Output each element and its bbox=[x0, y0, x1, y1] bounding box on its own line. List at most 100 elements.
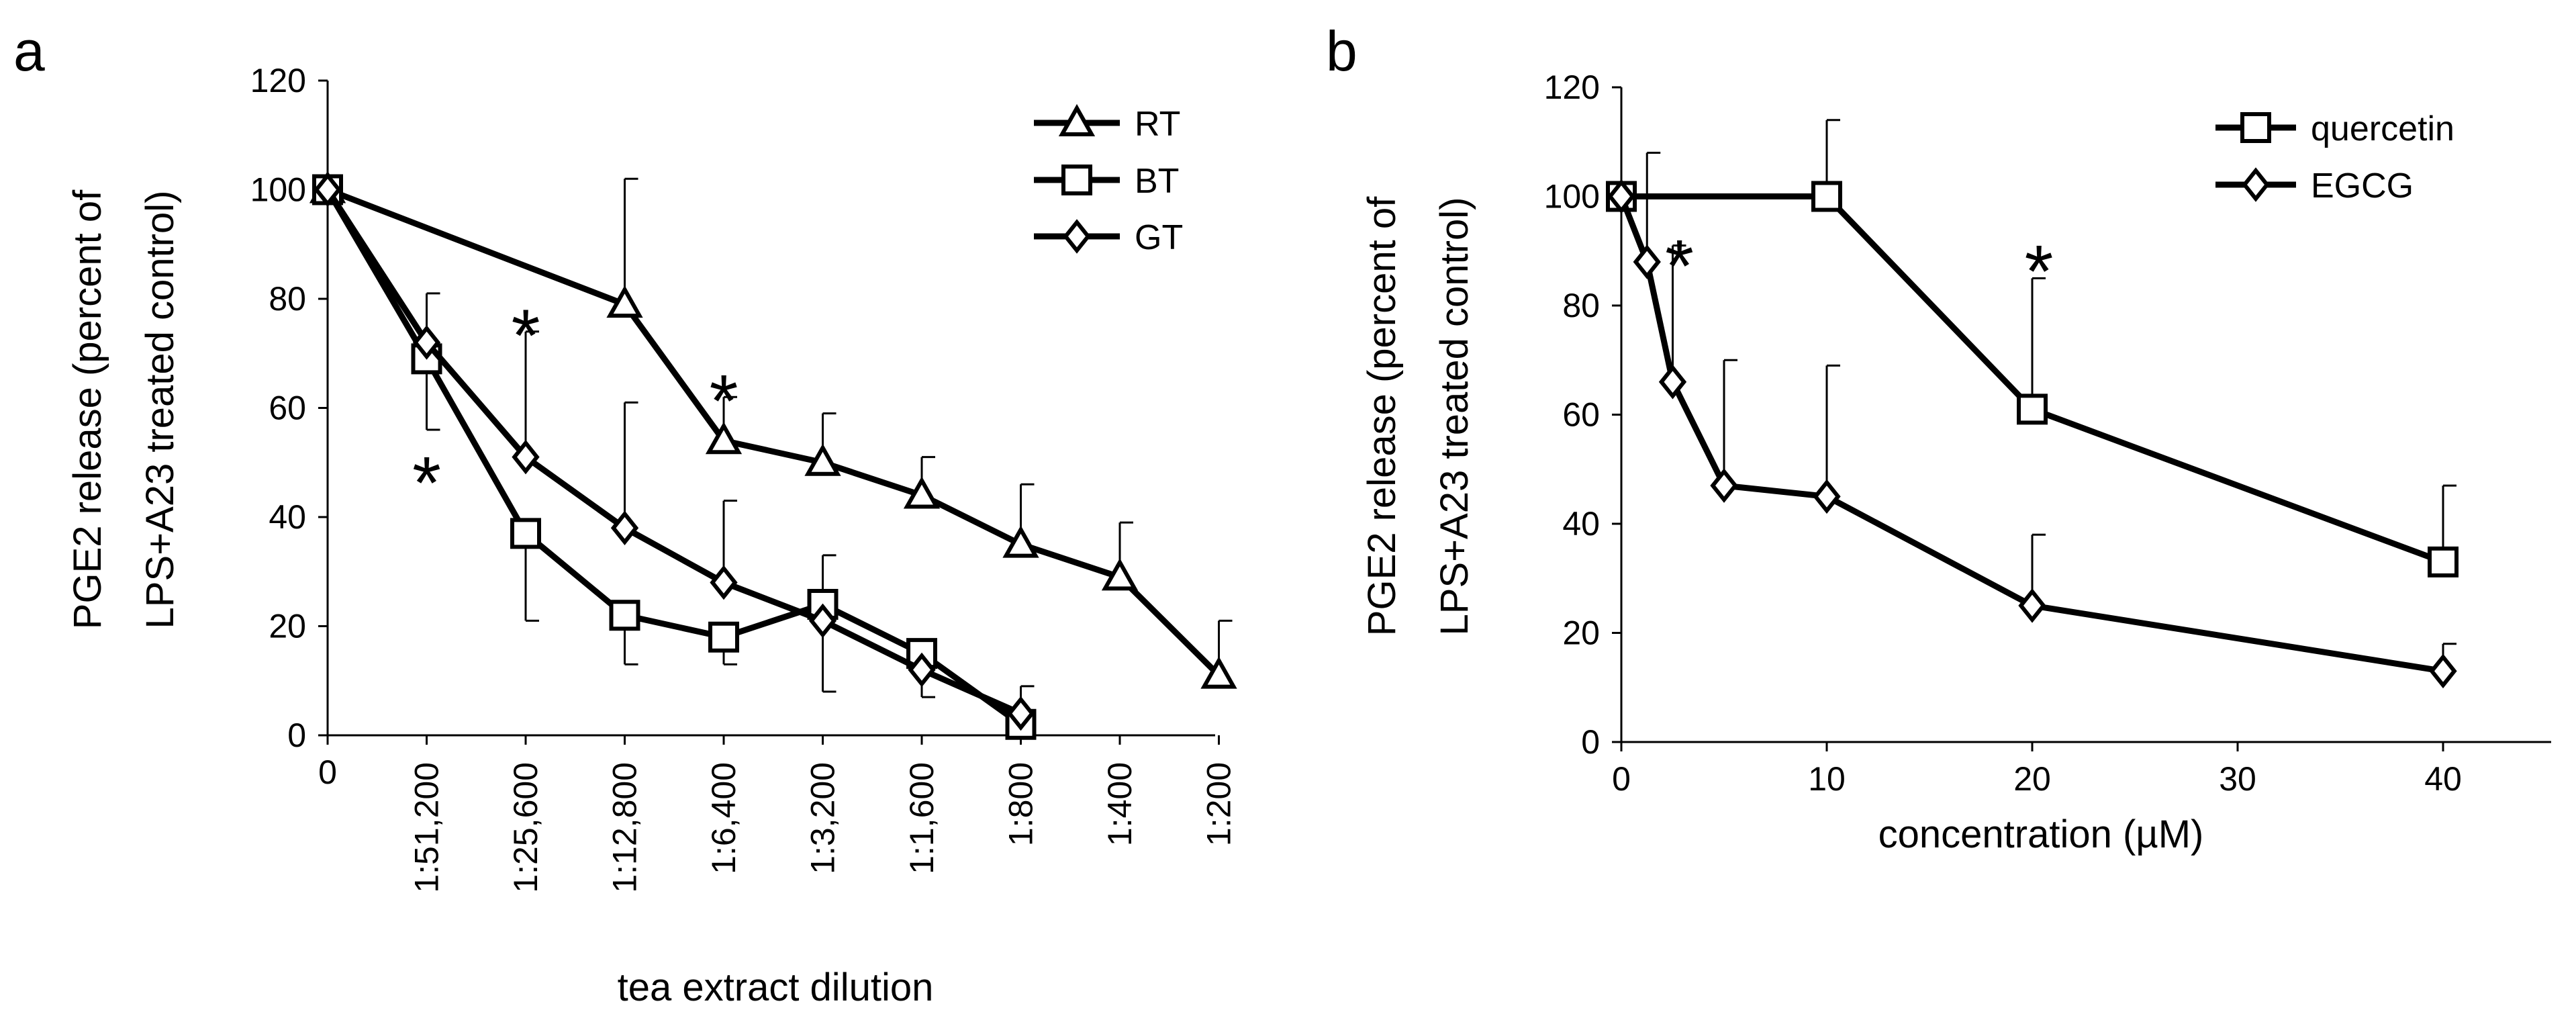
panel-b-xtick-label: 0 bbox=[1612, 760, 1631, 798]
panel-b-legend-marker-EGCG bbox=[2242, 167, 2270, 202]
panel-a-point-GT bbox=[314, 172, 342, 207]
panel-b-xtick-label: 30 bbox=[2219, 760, 2256, 798]
panel-a-legend: RT BT GT bbox=[1034, 103, 1183, 257]
panel-a-legend-label: GT bbox=[1135, 218, 1183, 257]
panel-a-line-GT bbox=[325, 188, 1022, 716]
panel-a-legend-label: BT bbox=[1135, 162, 1179, 201]
panel-b-xtick-label: 40 bbox=[2424, 760, 2462, 798]
panel-b-line-quercetin bbox=[1621, 193, 2444, 565]
panel-a-point-RT bbox=[705, 422, 743, 455]
panel-b-significance-star: * bbox=[2025, 230, 2054, 313]
panel-b-xlabel: concentration (µM) bbox=[1878, 813, 2204, 856]
panel-a-point-GT bbox=[710, 565, 738, 600]
panel-a-point-BT bbox=[510, 518, 541, 549]
panel-a-ytick-label: 0 bbox=[287, 716, 306, 754]
panel-a-xlabel: tea extract dilution bbox=[618, 966, 934, 1009]
panel-a-point-BT bbox=[609, 600, 640, 631]
panel-b-ylabel-line2: LPS+A23 treated control) bbox=[1433, 197, 1476, 636]
panel-b-legend: quercetin EGCG bbox=[2215, 109, 2454, 205]
panel-b-series bbox=[1606, 119, 2459, 689]
panel-a-point-RT bbox=[1200, 656, 1237, 689]
panel-a-legend-marker-RT bbox=[1058, 103, 1096, 136]
panel-a-point-RT bbox=[903, 476, 941, 509]
panel-a-point-BT bbox=[708, 621, 739, 653]
panel-a-ytick-label: 100 bbox=[250, 171, 306, 209]
panel-a-significance-star: * bbox=[412, 442, 441, 524]
panel-a-xtick-label: 1:6,400 bbox=[705, 762, 743, 874]
panel-a-xtick-label: 1:1,600 bbox=[903, 762, 941, 874]
panel-a-ytick-label: 20 bbox=[269, 608, 306, 645]
panel-a-series bbox=[309, 171, 1237, 740]
panel-a-significance-star: * bbox=[512, 295, 540, 377]
panel-a-x-ticks: 0 1:51,200 1:25,600 1:12,800 1:6,400 1:3,200 1… bbox=[318, 735, 1238, 893]
panel-a-point-RT bbox=[606, 285, 643, 318]
panel-b-point-quercetin bbox=[1811, 181, 1842, 212]
panel-b-point-EGCG bbox=[1658, 364, 1687, 400]
panel-a-xtick-label: 0 bbox=[318, 753, 337, 791]
panel-a-xtick-label: 1:12,800 bbox=[606, 762, 644, 893]
panel-a-ytick-label: 60 bbox=[269, 389, 306, 427]
panel-b-legend-label: quercetin bbox=[2311, 109, 2454, 148]
panel-b-point-quercetin bbox=[2017, 394, 2048, 425]
panel-a-legend-marker-BT bbox=[1061, 165, 1092, 195]
panel-a-point-GT bbox=[1006, 696, 1035, 731]
panel-b-point-EGCG bbox=[1633, 244, 1661, 279]
panel-a-xtick-label: 1:800 bbox=[1002, 762, 1040, 846]
panel-a-xtick-label: 1:51,200 bbox=[408, 762, 446, 893]
panel-a-xtick-label: 1:400 bbox=[1101, 762, 1139, 846]
panel-a-series-RT bbox=[309, 171, 1237, 689]
panel-a-point-RT bbox=[804, 443, 841, 476]
panel-a-y-ticks: 0 20 40 60 80 100 120 bbox=[250, 62, 328, 754]
panel-a-series-GT bbox=[314, 172, 1035, 731]
panel-b-ytick-label: 0 bbox=[1581, 723, 1600, 761]
panel-b-legend-label: EGCG bbox=[2311, 167, 2414, 205]
panel-b-xtick-label: 10 bbox=[1808, 760, 1846, 798]
panel-b-point-EGCG bbox=[1710, 468, 1738, 503]
panel-b-ylabel-line1: PGE2 release (percent of bbox=[1360, 196, 1404, 636]
panel-b-point-quercetin bbox=[2428, 546, 2459, 577]
panel-a-xtick-label: 1:200 bbox=[1200, 762, 1238, 846]
panel-b-xtick-label: 20 bbox=[2013, 760, 2051, 798]
panel-a-point-GT bbox=[908, 652, 936, 688]
panel-b-significance-star: * bbox=[1665, 225, 1694, 308]
panel-a-ylabel-line2: LPS+A23 treated control) bbox=[138, 191, 182, 629]
panel-a-label: a bbox=[13, 19, 45, 83]
panel-b-point-EGCG bbox=[2018, 588, 2046, 623]
panel-a-significance-star: * bbox=[710, 360, 738, 443]
panel-b-point-EGCG bbox=[1607, 179, 1635, 214]
panel-a-ylabel-line1: PGE2 release (percent of bbox=[66, 189, 109, 629]
panel-a-ytick-label: 40 bbox=[269, 498, 306, 536]
panel-b-label: b bbox=[1326, 19, 1357, 83]
panel-b-legend-marker-quercetin bbox=[2240, 112, 2271, 143]
panel-a-xtick-label: 1:25,600 bbox=[507, 762, 544, 893]
panel-b-ytick-label: 80 bbox=[1562, 287, 1600, 324]
panel-b-y-ticks: 0 20 40 60 80 100 120 bbox=[1544, 68, 1621, 761]
panel-a: a 0 20 40 60 80 100 120 0 1:51,200 1:25,600 1:12,… bbox=[13, 19, 1238, 1009]
panel-a-point-RT bbox=[1101, 558, 1139, 591]
panel-a-point-GT bbox=[412, 325, 441, 360]
panel-a-line-BT bbox=[325, 188, 1023, 727]
panel-a-legend-label: RT bbox=[1135, 105, 1180, 144]
panel-b-ytick-label: 100 bbox=[1544, 178, 1600, 216]
panel-a-ytick-label: 120 bbox=[250, 62, 306, 99]
panel-b-ytick-label: 120 bbox=[1544, 68, 1600, 106]
panel-b-point-EGCG bbox=[2429, 653, 2457, 689]
panel-a-xtick-label: 1:3,200 bbox=[804, 762, 842, 874]
panel-a-ytick-label: 80 bbox=[269, 280, 306, 318]
panel-a-line-RT bbox=[326, 187, 1221, 678]
panel-a-point-GT bbox=[610, 510, 639, 546]
panel-b-annotations: * * bbox=[1665, 225, 2053, 313]
panel-b-ytick-label: 60 bbox=[1562, 396, 1600, 434]
panel-b-series-EGCG bbox=[1607, 152, 2457, 689]
panel-a-point-GT bbox=[512, 439, 540, 475]
panel-b-point-EGCG bbox=[1813, 479, 1841, 514]
panel-a-annotations: * * * bbox=[412, 295, 738, 524]
panel-b-ytick-label: 40 bbox=[1562, 505, 1600, 543]
panel-a-point-GT bbox=[808, 603, 837, 639]
panel-a-legend-marker-GT bbox=[1063, 219, 1091, 254]
panel-b-ytick-label: 20 bbox=[1562, 614, 1600, 652]
panel-b-x-ticks: 0 10 20 30 40 bbox=[1612, 742, 2462, 798]
panel-a-point-RT bbox=[1002, 525, 1039, 558]
